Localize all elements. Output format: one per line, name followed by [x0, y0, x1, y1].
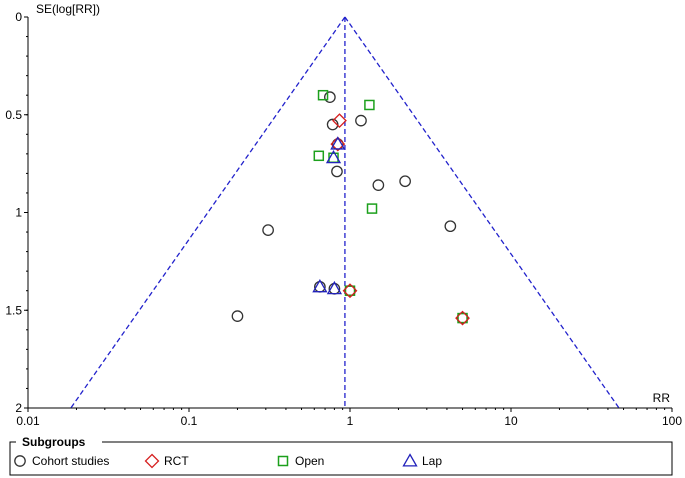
legend-box — [9, 441, 673, 476]
legend-marker-lap — [402, 453, 418, 467]
funnel-right-limit — [344, 16, 620, 409]
cohort-studies-point — [331, 165, 343, 178]
y-tick-label: 2 — [15, 401, 22, 415]
y-tick-label: 0 — [15, 10, 22, 24]
legend-marker-open — [277, 455, 289, 467]
legend-label: Lap — [422, 454, 442, 468]
y-tick-label: 1 — [15, 206, 22, 220]
y-tick-label: 0.5 — [5, 108, 22, 122]
open-point — [364, 99, 375, 111]
data-points — [231, 89, 470, 326]
cohort-studies-point — [372, 179, 385, 191]
lap-point — [325, 149, 342, 164]
legend-title-background — [16, 434, 102, 448]
legend-marker-cohort-studies — [14, 455, 26, 467]
funnel-left-limit — [70, 16, 346, 409]
x-tick-label: 0.1 — [181, 414, 198, 428]
open-point — [457, 312, 468, 324]
open-point — [344, 285, 356, 296]
open-point — [313, 150, 325, 162]
funnel-lines — [70, 16, 620, 409]
legend-marker-rct — [144, 453, 160, 469]
y-axis: 0 0.5 1 1.5 2 — [5, 10, 28, 415]
cohort-studies-point — [399, 175, 411, 188]
x-tick-label: 0.01 — [16, 414, 40, 428]
rct-point — [332, 113, 347, 129]
rct-point — [342, 283, 358, 299]
x-tick-label: 100 — [662, 414, 682, 428]
cohort-studies-point — [231, 310, 244, 322]
cohort-studies-point — [355, 114, 367, 127]
legend-label: RCT — [164, 454, 189, 468]
y-axis-title: SE(log[RR]) — [36, 2, 100, 16]
open-point — [317, 89, 329, 101]
plot-frame — [27, 17, 672, 409]
legend-label: Open — [295, 454, 324, 468]
x-axis-title: RR — [653, 391, 671, 405]
lap-point — [330, 136, 346, 150]
rct-point — [330, 136, 346, 152]
cohort-studies-point — [444, 220, 457, 233]
legend-title: Subgroups — [22, 435, 86, 449]
rct-point — [455, 310, 470, 326]
legend-label: Cohort studies — [32, 454, 109, 468]
legend: Subgroups Cohort studies RCT Open Lap — [9, 434, 673, 476]
lap-point — [326, 280, 343, 295]
x-tick-label: 10 — [504, 414, 518, 428]
cohort-studies-point — [262, 224, 274, 236]
open-point — [366, 203, 378, 214]
y-tick-label: 1.5 — [5, 303, 22, 317]
x-tick-label: 1 — [347, 414, 354, 428]
cohort-studies-point — [326, 118, 339, 131]
cohort-studies-point — [324, 91, 336, 104]
lap-point — [312, 278, 328, 293]
x-axis: 0.01 0.1 1 10 100 — [16, 408, 682, 428]
